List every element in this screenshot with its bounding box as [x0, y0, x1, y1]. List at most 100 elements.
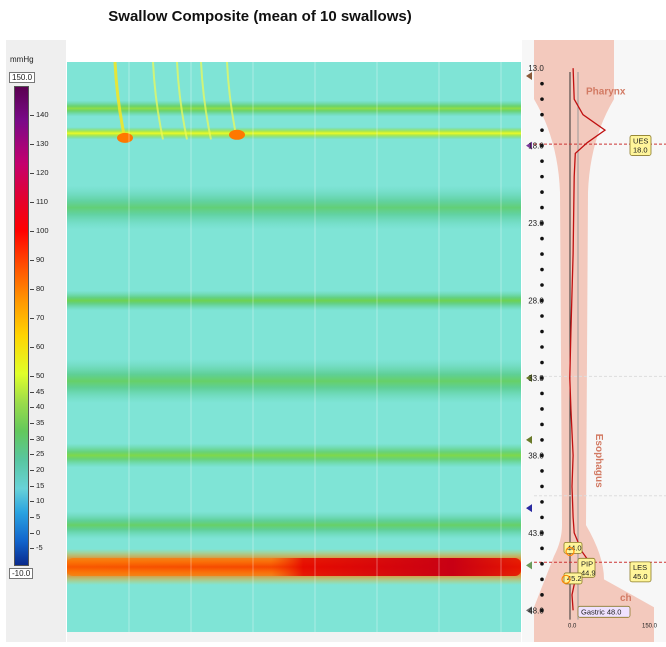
colorbar-tick-label: 140 — [36, 110, 49, 119]
sensor-arrow-marker — [526, 373, 532, 382]
colorbar-tick — [30, 289, 34, 290]
sensor-dot — [540, 283, 544, 287]
gastric-marker-text: Gastric 48.0 — [581, 607, 621, 616]
sensor-dot — [540, 484, 544, 489]
sensor-dot — [540, 391, 544, 396]
sensor-dot — [540, 407, 544, 411]
sensor-dot — [540, 236, 544, 241]
marker-44-box[interactable] — [563, 541, 583, 554]
colorbar-min-input[interactable]: -10.0 — [9, 568, 34, 579]
y-axis-tick-label: 43.0 — [528, 529, 544, 538]
sensor-dot — [540, 112, 544, 117]
colorbar-tick-label: 130 — [36, 139, 49, 148]
sensor-dot — [540, 174, 544, 179]
sensor-dot — [540, 345, 544, 349]
sensor-arrow-marker — [526, 606, 532, 615]
esophagus-label: Esophagus — [593, 434, 604, 488]
pressure-band — [67, 359, 521, 404]
sensor-dot — [540, 81, 544, 86]
les-hot-zone — [67, 557, 521, 576]
sensor-dot — [540, 252, 544, 256]
colorbar-unit-label: mmHg — [10, 55, 34, 64]
colorbar-tick — [30, 173, 34, 174]
swallow-streak — [113, 61, 127, 140]
colorbar-tick-label: 50 — [36, 371, 45, 380]
swallow-streak — [200, 61, 212, 140]
pressure-band — [67, 443, 521, 468]
colorbar-tick — [30, 144, 34, 145]
y-axis-tick-label: 48.0 — [528, 606, 544, 615]
colorbar-tick-label: 90 — [36, 255, 45, 264]
swallow-streak — [176, 61, 188, 140]
colorbar-max-input[interactable]: 150.0 — [9, 72, 36, 83]
sensor-dot — [540, 143, 544, 148]
sensor-dot — [540, 190, 544, 194]
y-axis-tick-label: 33.0 — [528, 374, 544, 383]
colorbar-tick — [30, 517, 34, 518]
ues-marker-box[interactable] — [629, 135, 652, 156]
colorbar-tick-label: -5 — [36, 543, 43, 553]
sensor-dot — [540, 438, 544, 442]
sensor-dot — [540, 500, 544, 504]
colorbar-tick-label: 0 — [36, 527, 41, 537]
pip-marker-text: PIP — [581, 559, 593, 568]
sensor-dot — [540, 531, 544, 535]
sensor-dot — [540, 453, 544, 458]
sensor-dot — [540, 376, 544, 380]
heatmap-svg — [67, 61, 521, 632]
colorbar-tick — [30, 115, 34, 116]
sensor-dot — [540, 159, 544, 163]
colorbar-tick-label: 45 — [36, 386, 45, 396]
colorbar-tick — [30, 501, 34, 503]
profile-axis-min: 0.0 — [568, 624, 577, 630]
sensor-dot — [540, 205, 544, 210]
y-axis-tick-label: 28.0 — [528, 297, 544, 306]
sensor-arrow-marker — [526, 561, 532, 570]
sensor-dot — [540, 577, 544, 582]
colorbar-tick-label: 110 — [36, 197, 48, 206]
sensor-dot — [540, 329, 544, 334]
colorbar-tick — [30, 318, 34, 319]
anatomy-panel: 13.0 18.0 23.0 28.0 33.0 38.0 43.0 48.0 Pharynx E… — [522, 40, 666, 642]
pip-marker-box[interactable] — [577, 557, 596, 578]
ues-marker-text: UES — [633, 136, 648, 145]
colorbar-tick-label: 100 — [36, 226, 49, 235]
colorbar-tick-label: 25 — [36, 449, 45, 459]
sensor-dot — [540, 608, 544, 613]
pharynx-label: Pharynx — [586, 86, 626, 97]
les-edge-marker — [565, 546, 575, 557]
pressure-topography-plot[interactable] — [67, 61, 521, 632]
colorbar-tick — [30, 454, 34, 456]
colorbar-panel: mmHg 150.0 140 130 120 110 100 90 80 70 60 50 45 40… — [6, 40, 66, 642]
chart-title: Swallow Composite (mean of 10 swallows) — [108, 8, 412, 25]
colorbar-tick — [30, 376, 34, 377]
colorbar-tick — [30, 532, 34, 534]
colorbar-tick — [30, 231, 34, 232]
colorbar-tick-label: 35 — [36, 418, 45, 427]
colorbar-tick — [30, 347, 34, 348]
pressure-band — [67, 100, 521, 117]
sensor-arrow-marker — [526, 141, 532, 150]
sensor-dot — [540, 267, 544, 272]
colorbar-tick-label: 60 — [36, 342, 45, 351]
les-marker-text: LES — [633, 563, 647, 572]
sensor-dot — [540, 298, 544, 303]
y-axis-tick-label: 13.0 — [528, 64, 544, 73]
pressure-band — [67, 511, 521, 540]
colorbar-tick — [30, 391, 34, 393]
sensor-dot — [540, 515, 544, 520]
colorbar-tick-label: 10 — [36, 496, 45, 506]
sensor-dot — [540, 562, 544, 566]
colorbar-tick-label: 30 — [36, 433, 45, 443]
stomach-label: ch — [620, 593, 632, 604]
gastric-marker-box[interactable] — [577, 605, 631, 618]
colorbar-tick — [30, 202, 34, 203]
pressure-band — [67, 290, 521, 311]
sensor-dot — [540, 546, 544, 551]
pressure-band — [67, 127, 521, 140]
sensor-arrow-marker — [526, 435, 532, 444]
pip-marker-text: 44.9 — [581, 568, 596, 577]
sensor-dot — [540, 221, 544, 225]
les-marker-box[interactable] — [629, 561, 652, 583]
ues-marker-text: 18.0 — [633, 145, 648, 154]
